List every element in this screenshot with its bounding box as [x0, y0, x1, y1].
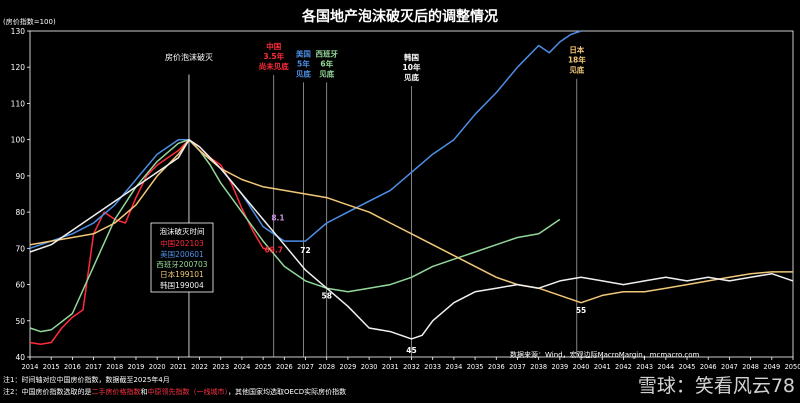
- x-tick-label: 2034: [445, 363, 462, 371]
- series-line-1: [29, 30, 582, 250]
- legend-box: 泡沫破灭时间 中国202103 美国200601 西班牙200703 日本199…: [150, 222, 214, 293]
- note-1: 注1：时间轴对应中国房价指数，数据截至2025年4月: [3, 375, 170, 384]
- x-tick-label: 2030: [361, 363, 378, 371]
- end-labels: 69.7 72 58 45 55 8.1: [264, 214, 586, 355]
- annotation-text: 日本: [569, 45, 584, 55]
- x-tick-label: 2047: [721, 363, 738, 371]
- data-label: 69.7: [264, 245, 283, 254]
- x-tick-label: 2027: [297, 363, 314, 371]
- series-line-4: [29, 138, 794, 340]
- data-label: 72: [300, 246, 310, 255]
- x-tick-label: 2044: [657, 363, 674, 371]
- x-tick-label: 2029: [340, 363, 357, 371]
- x-tick-label: 2018: [106, 363, 123, 371]
- annotation-text: 6年: [320, 58, 333, 68]
- annotation-text: 见底: [569, 65, 584, 75]
- x-tick-label: 2036: [488, 363, 505, 371]
- y-tick-label: 130: [11, 27, 26, 36]
- x-tick-label: 2023: [212, 363, 229, 371]
- y-tick-label: 50: [15, 317, 25, 326]
- x-tick-label: 2033: [424, 363, 441, 371]
- legend-entry-korea: 韩国199004: [160, 280, 204, 290]
- y-tick-label: 80: [15, 208, 25, 217]
- annotation-text: 10年: [403, 62, 421, 72]
- x-tick-label: 2028: [318, 363, 335, 371]
- x-tick-label: 2037: [509, 363, 526, 371]
- watermark: 雪球：笑看风云78: [638, 375, 795, 397]
- data-label: 58: [322, 291, 332, 300]
- peak-label: 房价泡沫破灭: [165, 52, 213, 62]
- annotation-text: 见底: [319, 68, 334, 78]
- series-line-2: [29, 138, 561, 333]
- x-tick-label: 2014: [22, 363, 39, 371]
- note-2-red-1: 二手房价格指数: [91, 387, 140, 396]
- chart-title: 各国地产泡沫破灭后的调整情况: [301, 8, 498, 25]
- x-tick-label: 2022: [191, 363, 208, 371]
- legend-entry-us: 美国200601: [160, 249, 204, 259]
- data-label: 55: [576, 306, 586, 315]
- note-2: 注2：中国房价指数选取的是二手房价格指数和中原领先指数（一线城市），其他国家均选…: [3, 387, 346, 396]
- y-tick-label: 70: [15, 244, 25, 253]
- series-line-3: [29, 138, 793, 304]
- annotation-text: 美国: [296, 48, 311, 58]
- legend-title: 泡沫破灭时间: [160, 226, 205, 236]
- annotation-text: 尚未见底: [259, 61, 289, 71]
- note-2-prefix: 注2：中国房价指数选取的是: [3, 387, 91, 396]
- data-label: 45: [406, 346, 416, 355]
- x-tick-label: 2043: [636, 363, 653, 371]
- annotation-text: 5年: [297, 58, 310, 68]
- series-lines: [29, 30, 794, 346]
- x-tick-label: 2049: [763, 363, 780, 371]
- y-tick-label: 90: [15, 172, 25, 181]
- x-tick-label: 2041: [594, 363, 611, 371]
- annotation-text: 见底: [404, 72, 419, 82]
- y-tick-label: 60: [15, 281, 25, 290]
- x-tick-label: 2016: [64, 363, 81, 371]
- x-tick-label: 2021: [170, 363, 187, 371]
- x-tick-label: 2039: [551, 363, 568, 371]
- legend-entry-china: 中国202103: [160, 238, 204, 248]
- annotation-text: 西班牙: [315, 48, 338, 58]
- x-tick-label: 2015: [43, 363, 60, 371]
- annotation-text: 3.5年: [263, 51, 284, 61]
- y-tick-label: 120: [11, 63, 26, 72]
- legend-entry-spain: 西班牙200703: [156, 259, 207, 269]
- source-note: 数据来源：Wind，宏观边际MacroMargin，mcmacro.com: [510, 350, 700, 359]
- y-tick-label: 100: [11, 136, 26, 145]
- annotation-text: 中国: [266, 41, 281, 51]
- x-tick-label: 2035: [467, 363, 484, 371]
- y-tick-label: 40: [15, 353, 25, 362]
- x-tick-label: 2019: [128, 363, 145, 371]
- x-tick-label: 2031: [382, 363, 399, 371]
- x-tick-label: 2017: [85, 363, 102, 371]
- annotations: 房价泡沫破灭中国3.5年尚未见底美国5年见底西班牙6年见底韩国10年见底日本18…: [165, 41, 586, 357]
- data-label: 8.1: [271, 214, 284, 223]
- annotation-text: 见底: [296, 68, 311, 78]
- note-2-red-2: 中原领先指数（一线城市）: [147, 387, 228, 396]
- y-tick-label: 110: [11, 99, 26, 108]
- y-axis-label: (房价指数=100): [3, 17, 56, 26]
- legend-entry-japan: 日本199101: [160, 269, 204, 279]
- x-tick-label: 2026: [276, 363, 293, 371]
- x-tick-label: 2040: [573, 363, 590, 371]
- annotation-text: 18年: [568, 55, 586, 65]
- x-tick-label: 2038: [530, 363, 547, 371]
- x-tick-label: 2024: [234, 363, 251, 371]
- x-tick-label: 2045: [679, 363, 696, 371]
- x-tick-label: 2042: [615, 363, 632, 371]
- series-line-0: [29, 138, 270, 346]
- note-2-mid: 和: [140, 387, 147, 396]
- annotation-text: 韩国: [404, 52, 419, 62]
- x-tick-label: 2046: [700, 363, 717, 371]
- x-tick-label: 2048: [742, 363, 759, 371]
- x-tick-label: 2020: [149, 363, 166, 371]
- note-2-suffix: ，其他国家均选取OECD实际房价指数: [228, 387, 346, 396]
- x-tick-label: 2032: [403, 363, 420, 371]
- x-tick-label: 2050: [785, 363, 800, 371]
- x-tick-label: 2025: [255, 363, 272, 371]
